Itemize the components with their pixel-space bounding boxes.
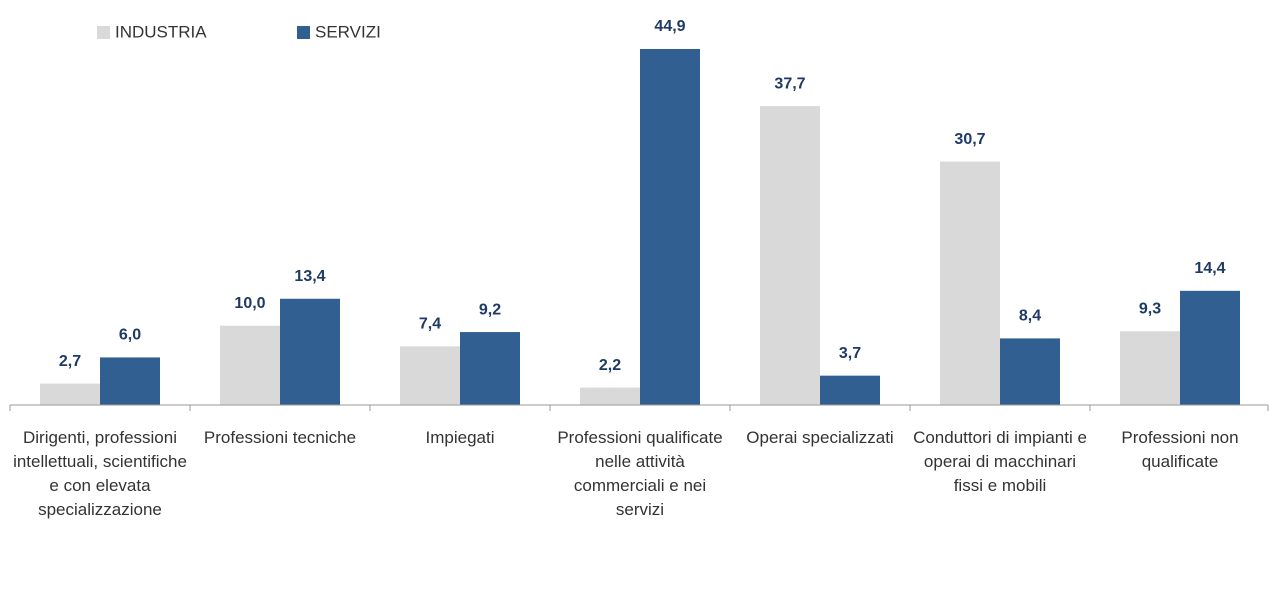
bar	[400, 346, 460, 405]
x-tick-label: Dirigenti, professioni intellettuali, sc…	[13, 428, 187, 519]
x-tick-label: Professioni qualificate nelle attività c…	[557, 428, 723, 519]
value-label: 13,4	[294, 268, 325, 285]
bar	[280, 298, 340, 405]
bar	[1000, 338, 1060, 405]
value-label: 9,3	[1139, 300, 1161, 317]
bar	[760, 106, 820, 406]
value-label: 6,0	[119, 327, 141, 344]
x-tick-label: Professioni tecniche	[203, 428, 357, 447]
x-tick-label: Professioni non qualificate	[1121, 428, 1239, 471]
x-tick-label: Operai specializzati	[746, 428, 894, 447]
bar	[40, 383, 100, 405]
legend-swatch	[97, 26, 110, 39]
value-label: 8,4	[1019, 308, 1041, 325]
legend-label: INDUSTRIA	[115, 22, 207, 41]
bar	[1180, 290, 1240, 405]
bar	[1120, 331, 1180, 405]
x-tick-label: Conduttori di impianti e operai di macch…	[913, 428, 1087, 495]
value-label: 2,2	[599, 357, 621, 374]
value-label: 7,4	[419, 316, 441, 333]
bar	[580, 387, 640, 405]
value-label: 3,7	[839, 345, 861, 362]
bar	[640, 49, 700, 405]
bar	[220, 325, 280, 405]
value-label: 44,9	[654, 18, 685, 35]
bar	[940, 161, 1000, 405]
bar	[460, 332, 520, 405]
value-label: 14,4	[1194, 260, 1225, 277]
value-label: 2,7	[59, 353, 81, 370]
bar	[820, 375, 880, 405]
value-label: 30,7	[954, 131, 985, 148]
legend-swatch	[297, 26, 310, 39]
bar	[100, 357, 160, 405]
legend-label: SERVIZI	[315, 22, 381, 41]
x-tick-label: Impiegati	[425, 428, 495, 447]
value-label: 37,7	[774, 75, 805, 92]
value-label: 9,2	[479, 301, 501, 318]
value-label: 10,0	[234, 295, 265, 312]
